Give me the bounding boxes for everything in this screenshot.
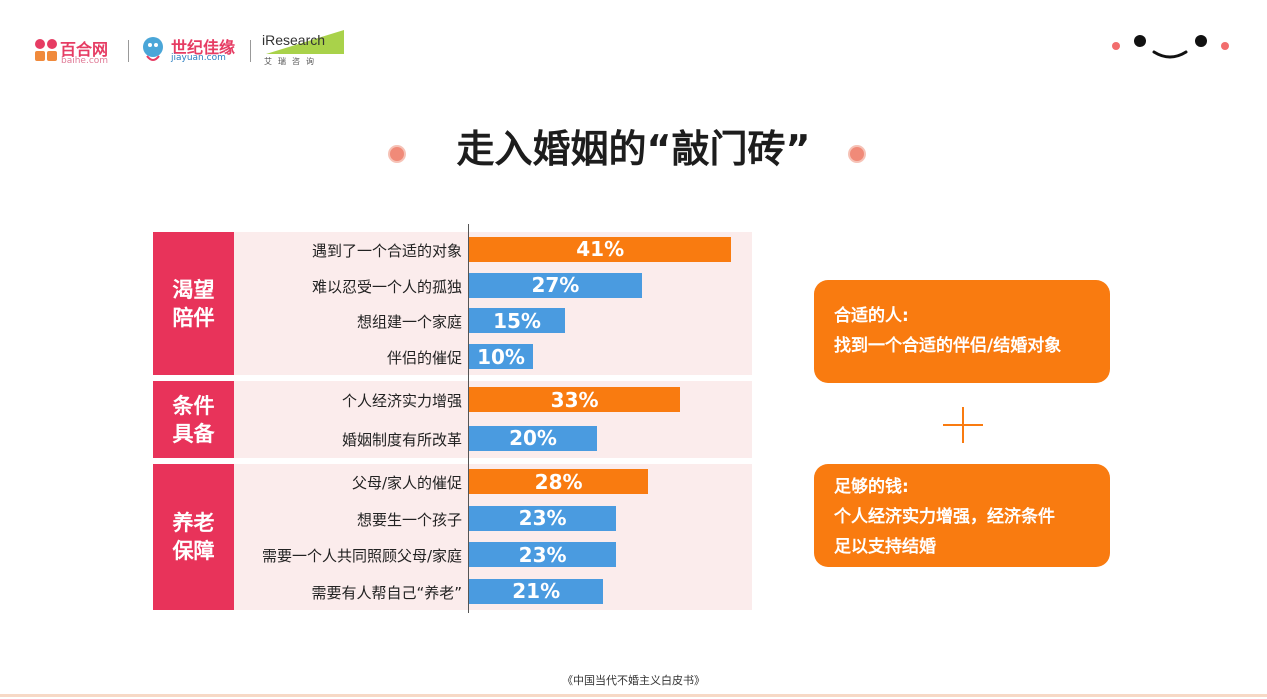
bottom-divider (0, 694, 1267, 697)
baihe-name: 百合网 (60, 40, 109, 59)
smiley-face-icon (1112, 35, 1229, 59)
bar-value-label: 33% (550, 387, 599, 412)
chart-axis (468, 224, 469, 613)
bar: 41% (469, 236, 732, 262)
bar-value-label: 23% (518, 506, 567, 531)
iresearch-logo: iResearch 艾瑞咨询 (262, 30, 344, 68)
bar: 27% (469, 272, 642, 298)
logo-divider (128, 40, 129, 62)
row-label: 遇到了一个合适的对象 (311, 241, 462, 260)
row-label: 需要一个人共同照顾父母/家庭 (261, 547, 462, 566)
category-label: 渴望 陪伴 (153, 232, 234, 375)
group-panel (153, 464, 752, 610)
bar: 15% (469, 308, 565, 334)
category-line: 养老 (172, 511, 215, 535)
category-label: 条件 具备 (153, 381, 234, 458)
bar: 28% (469, 469, 649, 495)
group-separator (153, 458, 752, 464)
category-label-text: 渴望 陪伴 (169, 276, 219, 332)
row-label: 需要有人帮自己“养老” (311, 583, 462, 602)
callout-enough-money: 足够的钱: 个人经济实力增强，经济条件 足以支持结婚 (814, 464, 1110, 567)
jiayuan-domain: jiayuan.com (171, 53, 226, 63)
baihe-logo: 百合网 baihe.com (34, 36, 129, 68)
bar-value-label: 23% (518, 542, 567, 567)
baihe-heart-icon (35, 39, 57, 61)
jiayuan-name: 世纪佳缘 (171, 38, 236, 57)
bar-value-label: 27% (531, 273, 580, 298)
page-title: 走入婚姻的“敲门砖” (456, 127, 811, 171)
group-separator (153, 375, 752, 381)
iresearch-sub: 艾瑞咨询 (264, 57, 320, 66)
callout-heading: 足够的钱: (834, 477, 909, 497)
title-right-dot-icon (848, 145, 866, 163)
jiayuan-logo: 世纪佳缘 jiayuan.com (138, 32, 248, 68)
bar-value-label: 41% (576, 237, 625, 262)
category-line: 渴望 (172, 277, 215, 302)
bar-value-label: 21% (512, 579, 561, 604)
title-left-dot-icon (388, 145, 406, 163)
category-line: 条件 (172, 393, 215, 418)
iresearch-badge-icon (266, 30, 344, 54)
jiayuan-mascot-icon (143, 37, 163, 61)
bar: 10% (469, 344, 533, 370)
callout-text: 找到一个合适的伴侣/结婚对象 (834, 336, 1062, 356)
category-label: 养老 保障 (153, 464, 234, 610)
iresearch-name: iResearch (262, 32, 326, 48)
bar-value-label: 28% (534, 469, 583, 494)
callout-heading: 合适的人: (834, 306, 909, 326)
row-label: 伴侣的催促 (386, 349, 462, 368)
row-label: 想组建一个家庭 (356, 313, 462, 332)
plus-icon (943, 407, 983, 443)
source-footer: 《中国当代不婚主义白皮书》 (562, 674, 705, 687)
category-label-text: 养老 保障 (169, 509, 219, 565)
bar-value-label: 20% (509, 426, 557, 451)
callout-text: 足以支持结婚 (834, 537, 936, 557)
row-label: 个人经济实力增强 (341, 392, 462, 411)
logo-divider (250, 40, 251, 62)
baihe-domain: baihe.com (61, 56, 109, 66)
row-label: 父母/家人的催促 (351, 474, 462, 493)
row-label: 婚姻制度有所改革 (341, 430, 462, 449)
bar: 33% (469, 387, 681, 413)
bar: 20% (469, 425, 597, 451)
bar-value-label: 15% (493, 308, 541, 333)
bar: 23% (469, 505, 617, 531)
bar: 23% (469, 542, 617, 568)
category-line: 陪伴 (172, 305, 215, 330)
bar: 21% (469, 578, 604, 604)
row-label: 想要生一个孩子 (356, 510, 462, 529)
category-line: 保障 (172, 539, 215, 563)
bar-value-label: 10% (477, 344, 525, 369)
category-label-text: 条件 具备 (169, 392, 219, 448)
category-line: 具备 (172, 421, 215, 446)
row-label: 难以忍受一个人的孤独 (311, 277, 462, 296)
callout-text: 个人经济实力增强，经济条件 (834, 507, 1055, 527)
callout-right-person: 合适的人: 找到一个合适的伴侣/结婚对象 (814, 280, 1110, 383)
